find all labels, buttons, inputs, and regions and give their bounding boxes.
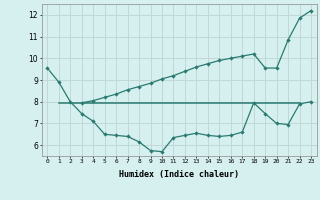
X-axis label: Humidex (Indice chaleur): Humidex (Indice chaleur) — [119, 170, 239, 179]
